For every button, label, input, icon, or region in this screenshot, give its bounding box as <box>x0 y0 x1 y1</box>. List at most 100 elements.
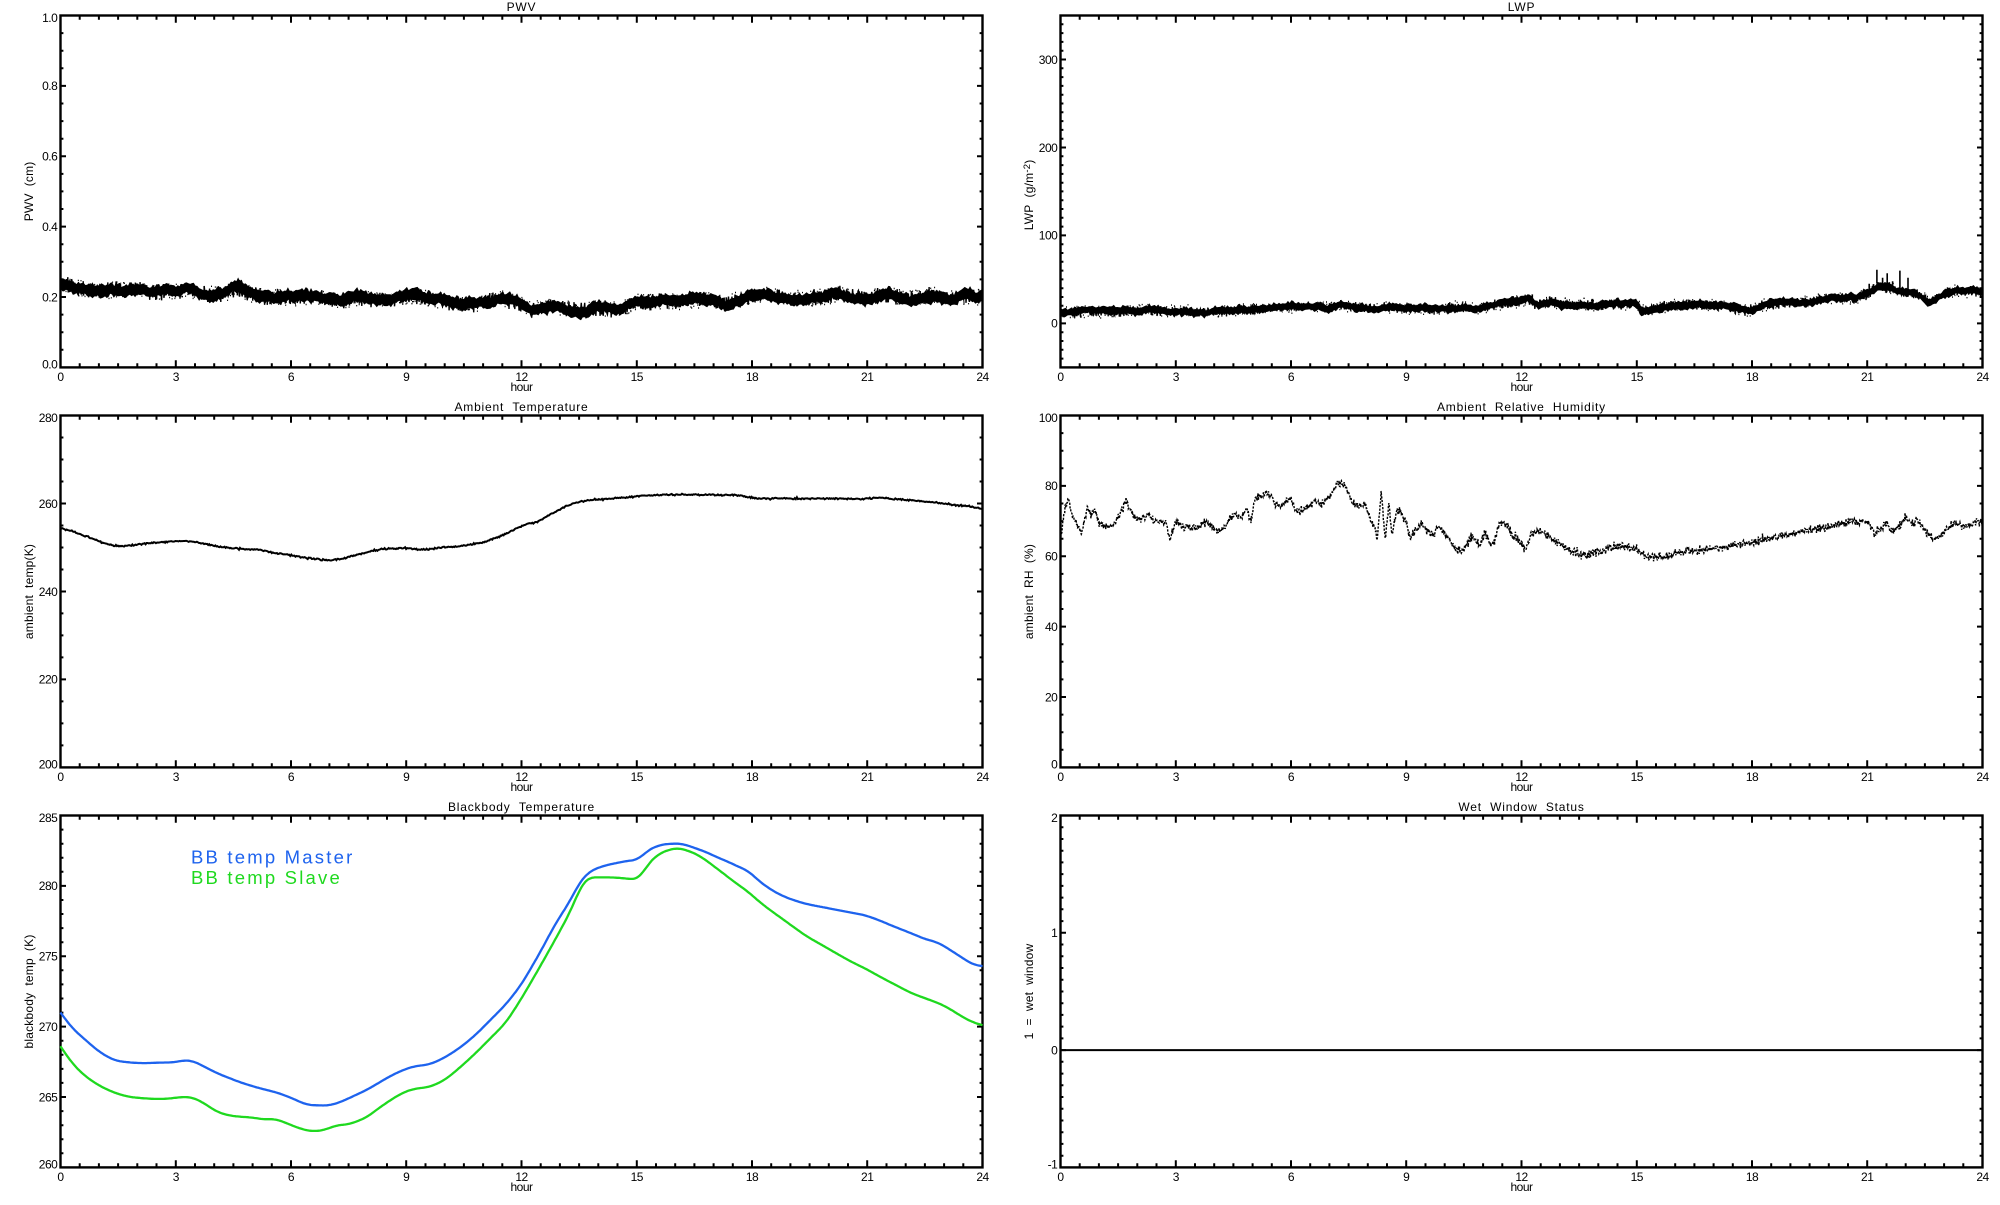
svg-text:260: 260 <box>39 497 58 511</box>
svg-text:21: 21 <box>861 370 874 384</box>
svg-text:18: 18 <box>746 370 759 384</box>
svg-text:100: 100 <box>1039 411 1058 425</box>
svg-text:24: 24 <box>1976 770 1989 784</box>
svg-text:blackbody temp (K): blackbody temp (K) <box>22 934 36 1048</box>
svg-text:15: 15 <box>631 1170 644 1184</box>
svg-text:PWV: PWV <box>507 0 537 14</box>
svg-text:0.2: 0.2 <box>42 290 58 304</box>
svg-text:hour: hour <box>1510 380 1533 394</box>
svg-text:hour: hour <box>1510 780 1533 794</box>
svg-text:0: 0 <box>1057 770 1064 784</box>
svg-text:0: 0 <box>57 770 64 784</box>
svg-text:0: 0 <box>1057 1170 1064 1184</box>
svg-text:hour: hour <box>1510 1180 1533 1194</box>
svg-text:0: 0 <box>57 1170 64 1184</box>
svg-text:24: 24 <box>1976 370 1989 384</box>
svg-text:280: 280 <box>39 879 58 893</box>
svg-text:0: 0 <box>1051 317 1058 331</box>
svg-text:21: 21 <box>1861 370 1874 384</box>
svg-text:12: 12 <box>515 1170 528 1184</box>
svg-text:3: 3 <box>1173 370 1180 384</box>
svg-text:24: 24 <box>1976 1170 1989 1184</box>
svg-text:18: 18 <box>746 1170 759 1184</box>
svg-text:18: 18 <box>1746 370 1759 384</box>
svg-text:3: 3 <box>1173 1170 1180 1184</box>
svg-text:21: 21 <box>1861 1170 1874 1184</box>
svg-text:0.8: 0.8 <box>42 79 58 93</box>
svg-text:12: 12 <box>515 770 528 784</box>
svg-text:hour: hour <box>510 780 533 794</box>
svg-text:BB temp Slave: BB temp Slave <box>191 867 342 888</box>
svg-text:20: 20 <box>1045 690 1058 704</box>
svg-text:3: 3 <box>1173 770 1180 784</box>
svg-text:Wet Window Status: Wet Window Status <box>1458 800 1584 814</box>
svg-text:2: 2 <box>1051 811 1058 825</box>
svg-text:ambient RH (%): ambient RH (%) <box>1022 544 1036 639</box>
svg-text:6: 6 <box>288 370 295 384</box>
svg-text:6: 6 <box>288 770 295 784</box>
svg-text:6: 6 <box>1288 770 1295 784</box>
svg-text:240: 240 <box>39 585 58 599</box>
svg-text:15: 15 <box>631 370 644 384</box>
svg-text:12: 12 <box>1515 370 1528 384</box>
svg-text:Ambient Temperature: Ambient Temperature <box>454 400 588 414</box>
svg-text:15: 15 <box>631 770 644 784</box>
svg-text:21: 21 <box>861 770 874 784</box>
svg-text:1: 1 <box>1051 926 1058 940</box>
svg-text:260: 260 <box>39 1157 58 1171</box>
svg-text:24: 24 <box>976 770 989 784</box>
svg-text:12: 12 <box>1515 1170 1528 1184</box>
svg-text:200: 200 <box>39 757 58 771</box>
svg-text:3: 3 <box>173 770 180 784</box>
svg-text:285: 285 <box>39 811 58 825</box>
svg-text:0: 0 <box>1051 757 1058 771</box>
svg-text:21: 21 <box>861 1170 874 1184</box>
svg-text:0.4: 0.4 <box>42 220 58 234</box>
svg-text:-1: -1 <box>1048 1157 1058 1171</box>
svg-text:hour: hour <box>510 1180 533 1194</box>
svg-text:9: 9 <box>1403 770 1410 784</box>
svg-text:LWP (g/m-2): LWP (g/m-2) <box>1022 160 1036 231</box>
svg-text:hour: hour <box>510 380 533 394</box>
svg-text:9: 9 <box>403 370 410 384</box>
svg-text:6: 6 <box>1288 1170 1295 1184</box>
svg-text:9: 9 <box>403 770 410 784</box>
svg-text:0: 0 <box>57 370 64 384</box>
svg-text:220: 220 <box>39 673 58 687</box>
svg-text:1 = wet window: 1 = wet window <box>1022 943 1036 1039</box>
svg-text:9: 9 <box>1403 370 1410 384</box>
svg-text:15: 15 <box>1631 370 1644 384</box>
svg-text:280: 280 <box>39 411 58 425</box>
svg-text:3: 3 <box>173 1170 180 1184</box>
svg-text:40: 40 <box>1045 620 1058 634</box>
svg-text:18: 18 <box>1746 770 1759 784</box>
svg-text:LWP: LWP <box>1508 0 1536 14</box>
svg-text:1.0: 1.0 <box>42 11 58 25</box>
svg-text:15: 15 <box>1631 1170 1644 1184</box>
svg-text:265: 265 <box>39 1090 58 1104</box>
svg-text:PWV (cm): PWV (cm) <box>22 162 36 222</box>
svg-text:3: 3 <box>173 370 180 384</box>
svg-text:100: 100 <box>1039 229 1058 243</box>
svg-text:24: 24 <box>976 1170 989 1184</box>
svg-text:6: 6 <box>1288 370 1295 384</box>
svg-text:15: 15 <box>1631 770 1644 784</box>
svg-text:60: 60 <box>1045 550 1058 564</box>
svg-text:6: 6 <box>288 1170 295 1184</box>
svg-text:270: 270 <box>39 1020 58 1034</box>
svg-text:18: 18 <box>1746 1170 1759 1184</box>
svg-text:0: 0 <box>1051 1043 1058 1057</box>
svg-text:Blackbody Temperature: Blackbody Temperature <box>448 800 595 814</box>
svg-text:12: 12 <box>515 370 528 384</box>
svg-text:0.0: 0.0 <box>42 357 58 371</box>
svg-text:0.6: 0.6 <box>42 150 58 164</box>
svg-text:80: 80 <box>1045 479 1058 493</box>
svg-text:300: 300 <box>1039 53 1058 67</box>
svg-text:9: 9 <box>403 1170 410 1184</box>
svg-text:0: 0 <box>1057 370 1064 384</box>
svg-text:9: 9 <box>1403 1170 1410 1184</box>
svg-text:12: 12 <box>1515 770 1528 784</box>
svg-text:BB temp Master: BB temp Master <box>191 847 354 868</box>
svg-text:275: 275 <box>39 950 58 964</box>
svg-text:200: 200 <box>1039 141 1058 155</box>
